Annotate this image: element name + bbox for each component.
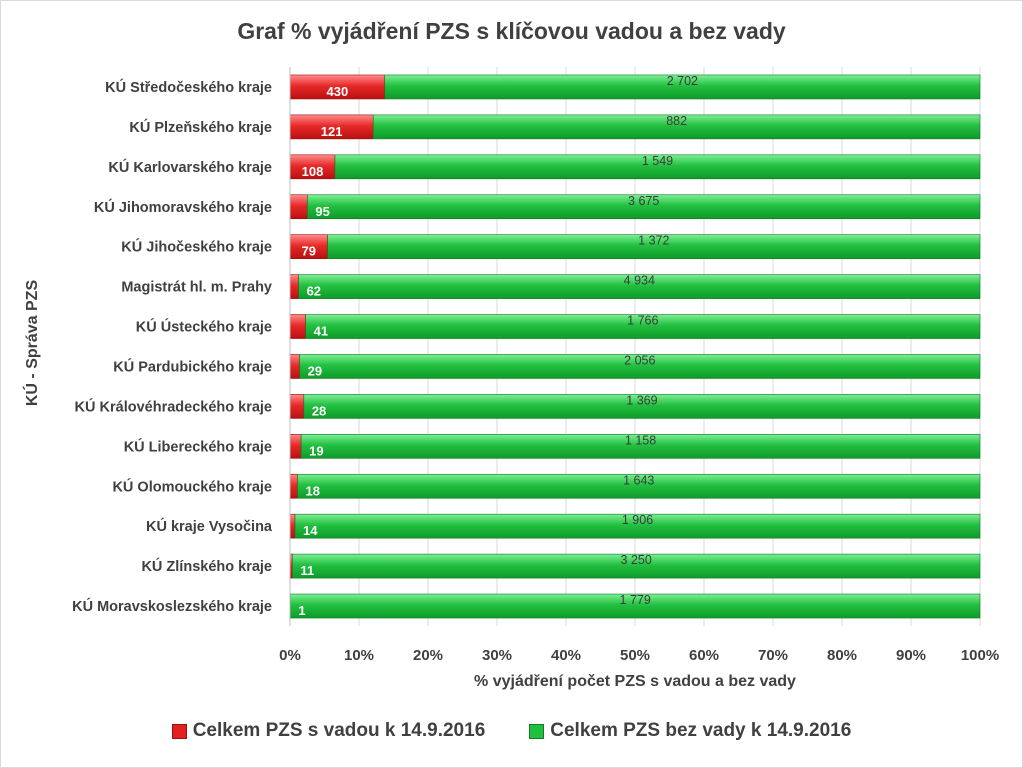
data-label-without-defect: 2 056 bbox=[624, 353, 655, 367]
bar-with-defect bbox=[289, 354, 300, 379]
data-label-with-defect: 41 bbox=[314, 324, 328, 339]
data-label-without-defect: 3 250 bbox=[621, 553, 652, 567]
data-label-without-defect: 882 bbox=[666, 114, 687, 128]
bar-without-defect bbox=[292, 553, 981, 579]
bar-with-defect bbox=[289, 194, 308, 220]
bar-with-defect bbox=[289, 394, 305, 419]
data-label-with-defect: 430 bbox=[327, 84, 349, 99]
data-label-with-defect: 79 bbox=[302, 244, 316, 259]
bar-without-defect bbox=[334, 154, 981, 180]
legend: Celkem PZS s vadou k 14.9.2016 Celkem PZ… bbox=[0, 720, 1023, 742]
category-label: KÚ Pardubického kraje bbox=[113, 357, 272, 375]
data-label-with-defect: 1 bbox=[298, 603, 305, 618]
bar-with-defect bbox=[289, 473, 298, 499]
category-label: KÚ Středočeského kraje bbox=[105, 78, 272, 96]
legend-swatch-green bbox=[529, 723, 545, 739]
bar-without-defect bbox=[298, 274, 981, 299]
category-label: KÚ Jihočeského kraje bbox=[121, 238, 272, 256]
bar-without-defect bbox=[297, 473, 981, 499]
x-tick-label: 80% bbox=[827, 647, 857, 664]
data-label-with-defect: 121 bbox=[321, 124, 343, 139]
category-label: KÚ Jihomoravského kraje bbox=[94, 198, 272, 216]
data-label-with-defect: 29 bbox=[308, 363, 322, 378]
data-label-with-defect: 28 bbox=[312, 403, 326, 418]
data-label-without-defect: 1 906 bbox=[622, 513, 653, 527]
bar-without-defect bbox=[327, 234, 981, 259]
bar-with-defect bbox=[289, 314, 306, 339]
x-tick-label: 30% bbox=[482, 647, 512, 664]
x-tick-label: 10% bbox=[344, 647, 374, 664]
x-tick-label: 50% bbox=[620, 647, 650, 664]
x-tick-label: 60% bbox=[689, 647, 719, 664]
bar-without-defect bbox=[294, 513, 981, 539]
bar-without-defect bbox=[303, 394, 981, 419]
data-label-without-defect: 1 369 bbox=[626, 393, 657, 407]
data-label-without-defect: 1 643 bbox=[623, 473, 654, 487]
x-tick-label: 90% bbox=[896, 647, 926, 664]
category-label: KÚ Olomouckého kraje bbox=[112, 477, 272, 495]
data-label-with-defect: 14 bbox=[303, 523, 318, 538]
data-label-without-defect: 4 934 bbox=[624, 274, 655, 288]
data-label-without-defect: 1 766 bbox=[627, 314, 658, 328]
bar-without-defect bbox=[305, 314, 981, 339]
bar-without-defect bbox=[299, 354, 981, 379]
x-tick-label: 70% bbox=[758, 647, 788, 664]
category-label: KÚ Zlínského kraje bbox=[141, 557, 272, 575]
data-label-with-defect: 62 bbox=[307, 284, 321, 299]
category-label: KÚ Plzeňského kraje bbox=[129, 118, 272, 136]
data-label-with-defect: 19 bbox=[309, 443, 323, 458]
bar-with-defect bbox=[289, 513, 296, 539]
data-label-without-defect: 1 158 bbox=[625, 433, 656, 447]
category-label: KÚ Ústeckého kraje bbox=[136, 318, 272, 336]
legend-swatch-red bbox=[171, 723, 187, 739]
bar-without-defect bbox=[290, 593, 981, 619]
category-label: KÚ Královéhradeckého kraje bbox=[75, 397, 272, 415]
bar-without-defect bbox=[372, 114, 981, 140]
bar-without-defect bbox=[300, 434, 981, 459]
legend-item-with-defect: Celkem PZS s vadou k 14.9.2016 bbox=[171, 720, 486, 742]
category-label: KÚ Karlovarského kraje bbox=[108, 158, 272, 176]
bar-without-defect bbox=[307, 194, 981, 220]
x-axis-title: % vyjádření počet PZS s vadou a bez vady bbox=[474, 673, 796, 690]
category-label: Magistrát hl. m. Prahy bbox=[121, 280, 272, 296]
category-label: KÚ Moravskoslezského kraje bbox=[72, 597, 272, 615]
data-label-with-defect: 95 bbox=[315, 204, 329, 219]
data-label-without-defect: 3 675 bbox=[628, 194, 659, 208]
data-label-without-defect: 1 372 bbox=[638, 234, 669, 248]
bar-with-defect bbox=[289, 434, 302, 459]
legend-label-without-defect: Celkem PZS bez vady k 14.9.2016 bbox=[550, 720, 852, 741]
x-tick-label: 0% bbox=[279, 647, 301, 664]
bar-with-defect bbox=[289, 274, 299, 299]
data-label-without-defect: 1 779 bbox=[620, 593, 651, 607]
data-label-without-defect: 1 549 bbox=[642, 154, 673, 168]
x-tick-label: 40% bbox=[551, 647, 581, 664]
data-label-without-defect: 2 702 bbox=[667, 74, 698, 88]
x-tick-label: 20% bbox=[413, 647, 443, 664]
category-label: KÚ kraje Vysočina bbox=[146, 517, 273, 535]
x-tick-label: 100% bbox=[961, 647, 999, 664]
bar-without-defect bbox=[384, 74, 981, 100]
chart-title: Graf % vyjádření PZS s klíčovou vadou a … bbox=[237, 18, 786, 44]
data-label-with-defect: 11 bbox=[300, 563, 314, 578]
legend-label-with-defect: Celkem PZS s vadou k 14.9.2016 bbox=[192, 720, 486, 741]
data-label-with-defect: 18 bbox=[305, 483, 319, 498]
category-label: KÚ Libereckého kraje bbox=[124, 437, 272, 455]
data-label-with-defect: 108 bbox=[302, 164, 324, 179]
legend-item-without-defect: Celkem PZS bez vady k 14.9.2016 bbox=[529, 720, 851, 742]
